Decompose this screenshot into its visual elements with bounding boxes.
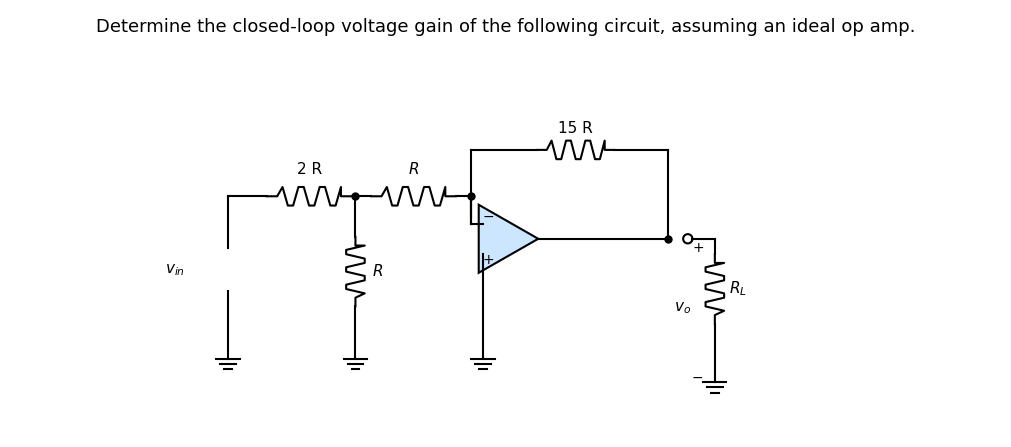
- Polygon shape: [479, 205, 538, 273]
- Text: $R_L$: $R_L$: [729, 280, 747, 298]
- Text: 2 R: 2 R: [296, 162, 321, 177]
- Text: +: +: [482, 253, 493, 267]
- Text: $v_{in}$: $v_{in}$: [166, 262, 185, 278]
- Text: $v_o$: $v_o$: [674, 300, 691, 316]
- Text: −: −: [482, 210, 493, 224]
- Text: R: R: [408, 162, 419, 177]
- Text: 15 R: 15 R: [558, 121, 593, 136]
- Text: R: R: [372, 264, 383, 279]
- Text: −: −: [692, 371, 704, 385]
- Text: +: +: [692, 241, 704, 255]
- Text: Determine the closed-loop voltage gain of the following circuit, assuming an ide: Determine the closed-loop voltage gain o…: [96, 18, 915, 36]
